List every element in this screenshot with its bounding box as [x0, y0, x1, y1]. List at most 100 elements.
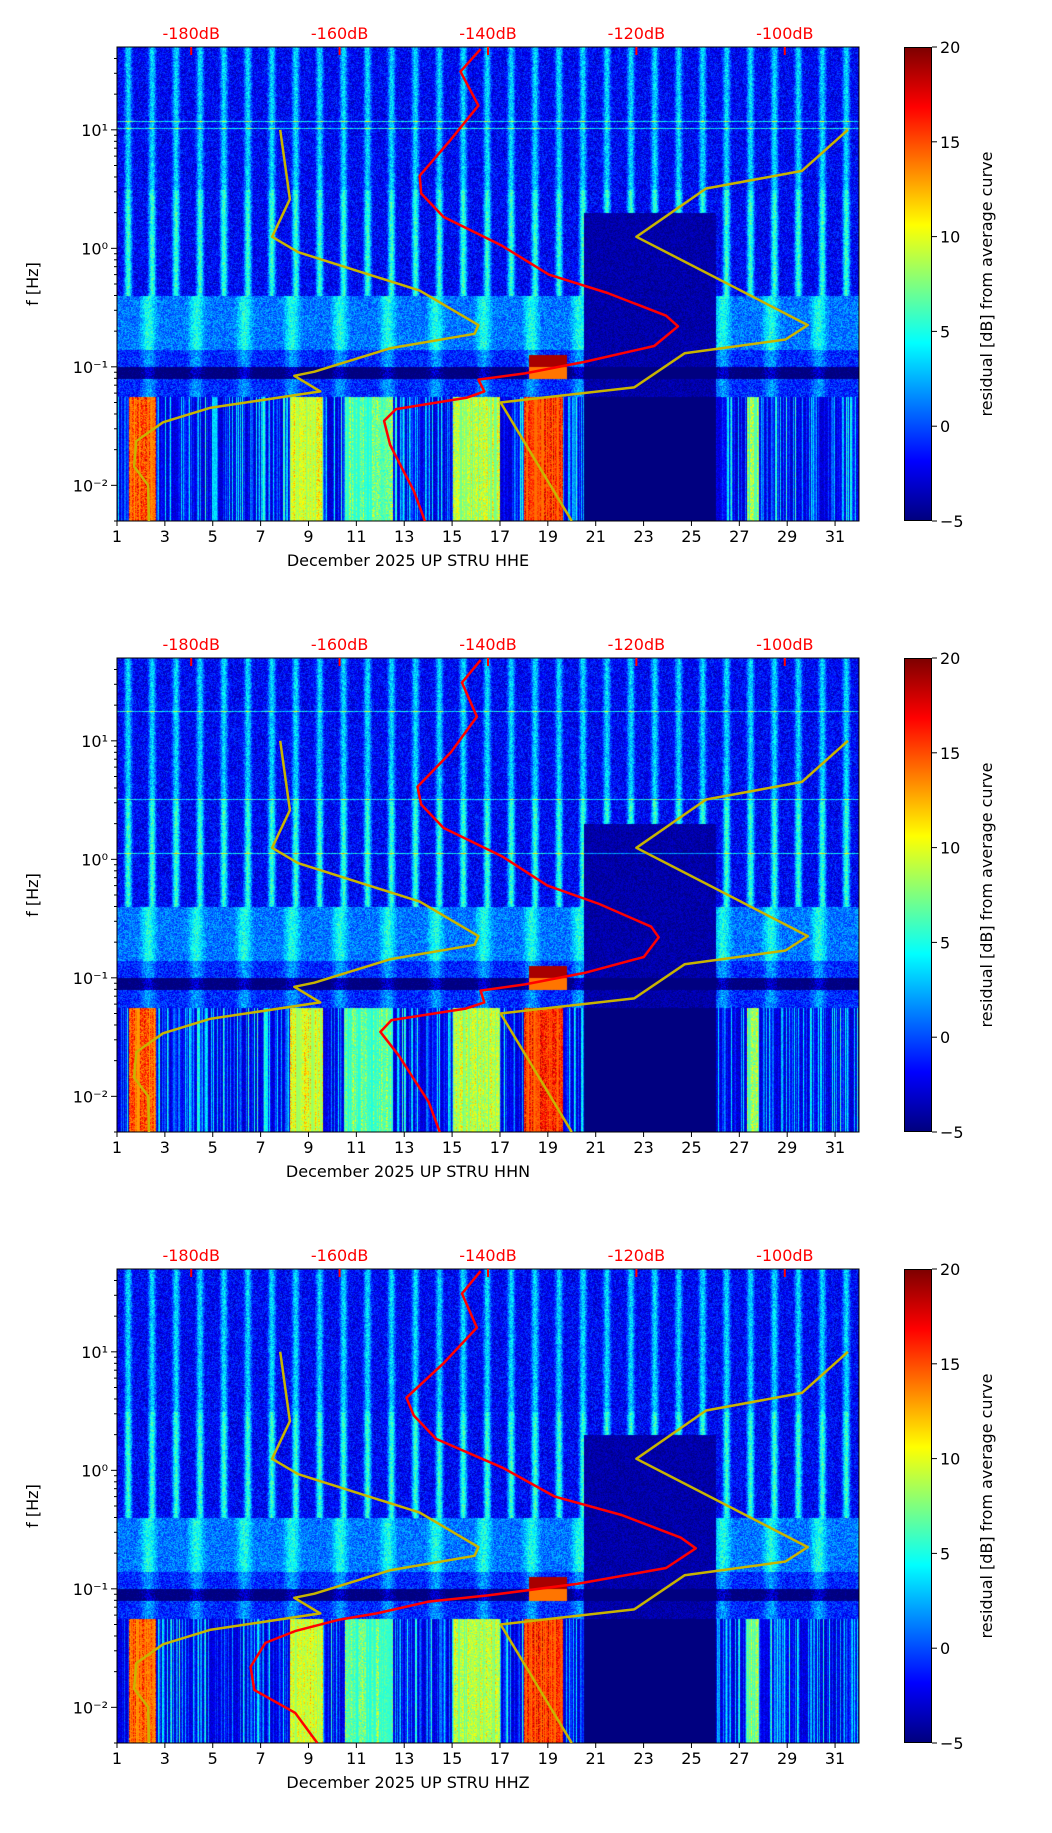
x-axis-label: December 2025 UP STRU HHN: [286, 1162, 530, 1181]
top-db-label: -160dB: [311, 1246, 368, 1265]
top-db-label: -160dB: [311, 635, 368, 654]
nlnm-curve: [132, 740, 480, 1132]
y-tick-label: 10⁰: [81, 1461, 108, 1480]
x-tick-label: 13: [394, 1749, 414, 1768]
x-tick-label: 11: [346, 1749, 366, 1768]
x-tick-label: 17: [490, 1138, 510, 1157]
colorbar-tick-label: 20: [940, 1260, 960, 1279]
x-tick-label: 7: [256, 1749, 266, 1768]
x-tick-label: 23: [633, 1138, 653, 1157]
top-db-label: -140dB: [459, 635, 516, 654]
nhnm-curve: [499, 1350, 849, 1743]
axes-overlay: 1 3 5 7 9 11 13 15 17 19 21 23 25 27 29 3110⁻²10⁻¹10⁰10…: [23, 24, 996, 570]
spectrogram-image: [117, 47, 859, 521]
x-tick-label: 11: [346, 527, 366, 546]
colorbar-label: residual [dB] from average curve: [977, 1374, 996, 1639]
x-tick-label: 1: [112, 1749, 122, 1768]
spectrogram-panel-1: 1 3 5 7 9 11 13 15 17 19 21 23 25 27 29 31 10⁻² 10⁻¹ 10⁰ 10…: [0, 0, 1052, 611]
x-tick-label: 27: [729, 527, 749, 546]
y-axis-label: f [Hz]: [23, 873, 42, 917]
x-tick-label: 7: [256, 527, 266, 546]
x-tick-label: 3: [160, 527, 170, 546]
colorbar-tick-label: −5: [940, 1734, 964, 1753]
axes-overlay: 1 3 5 7 9 11 13 15 17 19 21 23 25 27 29 3110⁻²10⁻¹10⁰10…: [23, 1246, 996, 1792]
curves: [132, 48, 849, 521]
x-tick-label: 3: [160, 1138, 170, 1157]
x-tick-label: 3: [160, 1749, 170, 1768]
x-tick-label: 31: [825, 1138, 845, 1157]
x-tick-label: 11: [346, 1138, 366, 1157]
x-axis-label: December 2025 UP STRU HHE: [287, 551, 529, 570]
colorbar-tick-label: 20: [940, 38, 960, 57]
spectrogram-panel-2: 1 3 5 7 9 11 13 15 17 19 21 23 25 27 29 31 10⁻² 10⁻¹ 10⁰ 10…: [0, 611, 1052, 1222]
curves: [132, 659, 849, 1132]
x-tick-label: 29: [777, 527, 797, 546]
x-tick-label: 9: [303, 527, 313, 546]
colorbar-tick-label: 10: [940, 839, 960, 858]
x-tick-label: 19: [538, 527, 558, 546]
y-tick-label: 10⁻²: [73, 1698, 108, 1717]
y-tick-label: 10⁻¹: [73, 969, 108, 988]
axes-frame: [116, 657, 860, 1133]
colorbar-tick-label: 15: [940, 744, 960, 763]
axes-frame: [116, 1268, 860, 1744]
top-db-label: -120dB: [608, 24, 665, 43]
y-axis-label: f [Hz]: [23, 1484, 42, 1528]
x-tick-label: 5: [208, 1749, 218, 1768]
x-tick-label: 5: [208, 1138, 218, 1157]
colorbar-tick-label: 5: [940, 1544, 950, 1563]
colorbar-label: residual [dB] from average curve: [977, 152, 996, 417]
colorbar: [904, 1269, 932, 1743]
spectrogram-image: [117, 1269, 859, 1743]
y-tick-label: 10⁻²: [73, 476, 108, 495]
x-tick-label: 13: [394, 1138, 414, 1157]
x-tick-label: 9: [303, 1138, 313, 1157]
nhnm-curve: [499, 128, 849, 521]
colorbar: [904, 658, 932, 1132]
top-db-label: -180dB: [162, 24, 219, 43]
x-tick-label: 5: [208, 527, 218, 546]
x-tick-label: 21: [586, 1138, 606, 1157]
top-db-label: -100dB: [756, 1246, 813, 1265]
x-tick-label: 19: [538, 1749, 558, 1768]
y-tick-label: 10¹: [81, 121, 108, 140]
x-tick-label: 23: [633, 527, 653, 546]
top-db-label: -100dB: [756, 24, 813, 43]
spectrogram-image: [117, 658, 859, 1132]
y-tick-label: 10⁰: [81, 239, 108, 258]
psd-curve: [382, 48, 680, 521]
x-tick-label: 29: [777, 1749, 797, 1768]
x-tick-label: 15: [442, 1749, 462, 1768]
curves: [132, 1270, 849, 1743]
spectrogram-panel-3: 1 3 5 7 9 11 13 15 17 19 21 23 25 27 29 31 10⁻² 10⁻¹ 10⁰ 10…: [0, 1222, 1052, 1833]
x-tick-label: 27: [729, 1749, 749, 1768]
colorbar-label: residual [dB] from average curve: [977, 763, 996, 1028]
x-tick-label: 29: [777, 1138, 797, 1157]
x-tick-label: 25: [681, 1749, 701, 1768]
top-db-label: -120dB: [608, 635, 665, 654]
top-db-label: -160dB: [311, 24, 368, 43]
x-tick-label: 1: [112, 527, 122, 546]
colorbar-tick-label: 0: [940, 1028, 950, 1047]
axes-frame: [116, 46, 860, 522]
x-tick-label: 27: [729, 1138, 749, 1157]
colorbar-tick-label: 5: [940, 933, 950, 952]
x-tick-label: 31: [825, 1749, 845, 1768]
top-db-label: -120dB: [608, 1246, 665, 1265]
y-tick-label: 10⁻¹: [73, 358, 108, 377]
x-tick-label: 13: [394, 527, 414, 546]
y-axis-label: f [Hz]: [23, 262, 42, 306]
colorbar-tick-label: 0: [940, 1639, 950, 1658]
x-tick-label: 25: [681, 1138, 701, 1157]
top-db-label: -180dB: [162, 1246, 219, 1265]
psd-curve: [379, 659, 660, 1132]
x-tick-label: 1: [112, 1138, 122, 1157]
top-db-label: -100dB: [756, 635, 813, 654]
x-tick-label: 17: [490, 527, 510, 546]
x-tick-label: 9: [303, 1749, 313, 1768]
y-tick-label: 10⁰: [81, 850, 108, 869]
colorbar-tick-label: 0: [940, 417, 950, 436]
colorbar-tick-label: 5: [940, 322, 950, 341]
x-axis-label: December 2025 UP STRU HHZ: [286, 1773, 529, 1792]
x-tick-label: 15: [442, 527, 462, 546]
